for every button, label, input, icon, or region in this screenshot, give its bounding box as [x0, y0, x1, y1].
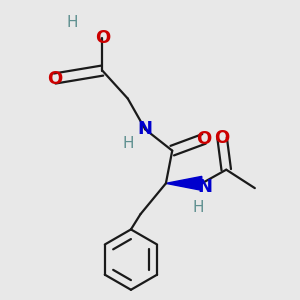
Text: H: H [122, 136, 134, 151]
Text: O: O [95, 29, 110, 47]
Text: N: N [197, 178, 212, 196]
Text: O: O [196, 130, 211, 148]
Text: O: O [47, 70, 62, 88]
Text: O: O [214, 129, 230, 147]
Text: H: H [66, 15, 78, 30]
Text: H: H [193, 200, 204, 215]
Polygon shape [166, 176, 202, 190]
Text: N: N [138, 120, 153, 138]
